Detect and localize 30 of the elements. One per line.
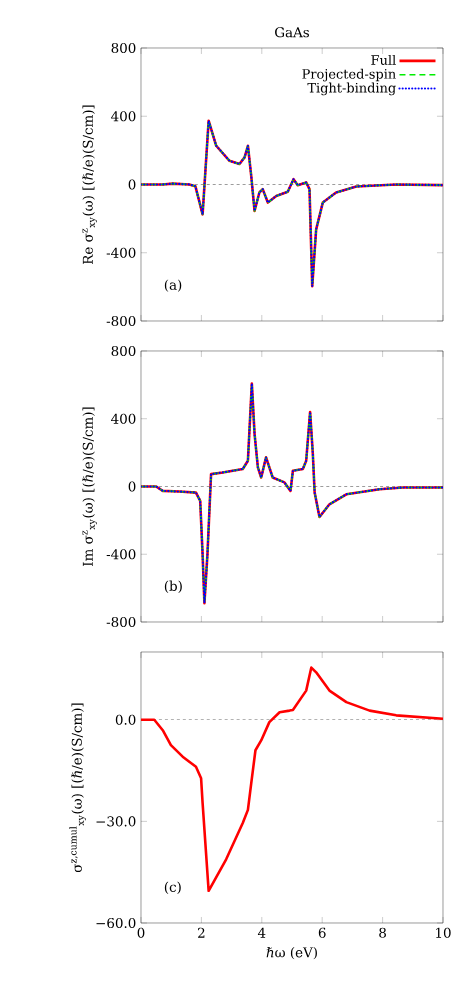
y-tick-label: -800 <box>106 616 136 628</box>
y-tick-label: -400 <box>106 247 136 258</box>
y-axis-title: Im σ$^{z}$$_{xy}$(ω) [(ℏ/e)(S/cm)] <box>82 407 97 566</box>
y-tick-label: 0 <box>128 481 136 492</box>
legend-label: Tight-binding <box>307 82 396 96</box>
x-tick-label: 4 <box>257 927 266 938</box>
legend-label: Full <box>371 54 396 65</box>
chart-title: GaAs <box>275 27 309 38</box>
y-axis-title: σ$^{z,cumul}$$_{xy}$(ω) [(ℏ/e)(S/cm)] <box>69 703 86 873</box>
y-tick-label: 800 <box>111 42 136 54</box>
annotation: (b) <box>164 580 182 593</box>
x-tick-label: 8 <box>379 927 386 938</box>
y-tick-label: 800 <box>111 345 136 357</box>
y-axis-title: Re σ$^{z}$$_{xy}$(ω) [(ℏ/e)(S/cm)] <box>82 105 97 264</box>
annotation: (c) <box>164 881 181 894</box>
y-tick-label: -800 <box>106 315 136 327</box>
x-tick-label: 0 <box>137 927 145 938</box>
x-axis-title: ℏω (eV) <box>266 947 317 960</box>
y-tick-label: 400 <box>111 413 136 424</box>
x-tick-label: 10 <box>436 927 451 938</box>
x-tick-label: 2 <box>198 927 205 938</box>
y-tick-label: 400 <box>111 111 136 122</box>
y-tick-label: -400 <box>106 549 136 560</box>
y-tick-label: 0.0 <box>115 714 136 725</box>
y-tick-label: −30.0 <box>96 816 136 827</box>
legend-label: Projected-spin <box>302 68 396 82</box>
y-tick-label: 0 <box>128 179 136 190</box>
annotation: (a) <box>164 279 182 292</box>
y-tick-label: −60.0 <box>96 917 136 929</box>
x-tick-label: 6 <box>318 927 326 938</box>
